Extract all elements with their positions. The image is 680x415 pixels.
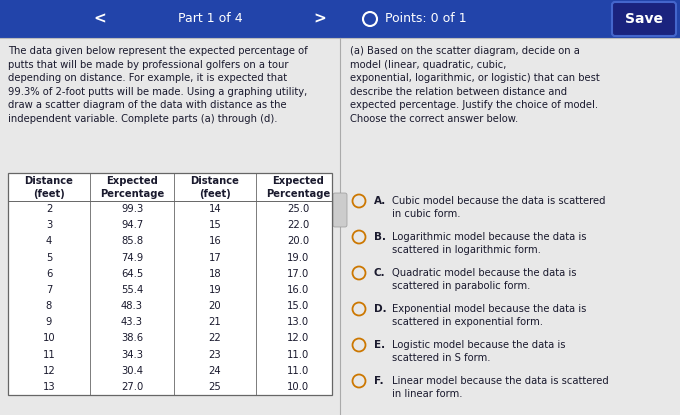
Text: E.: E. (374, 340, 385, 350)
Text: 48.3: 48.3 (121, 301, 143, 311)
Text: 43.3: 43.3 (121, 317, 143, 327)
Text: 99.3: 99.3 (121, 204, 143, 214)
Text: 15.0: 15.0 (287, 301, 309, 311)
Text: Percentage: Percentage (100, 189, 164, 199)
Text: >: > (313, 12, 326, 27)
Text: 17: 17 (209, 253, 222, 263)
Text: Logistic model because the data is
scattered in S form.: Logistic model because the data is scatt… (392, 340, 566, 363)
Text: 64.5: 64.5 (121, 269, 143, 279)
Text: 2: 2 (46, 204, 52, 214)
Text: 25: 25 (209, 382, 222, 392)
Text: 9: 9 (46, 317, 52, 327)
Text: Linear model because the data is scattered
in linear form.: Linear model because the data is scatter… (392, 376, 609, 399)
Text: 10: 10 (43, 333, 55, 344)
Text: 16.0: 16.0 (287, 285, 309, 295)
Text: 30.4: 30.4 (121, 366, 143, 376)
Text: 25.0: 25.0 (287, 204, 309, 214)
Text: Distance: Distance (190, 176, 239, 186)
Text: (feet): (feet) (199, 189, 231, 199)
Text: <: < (94, 12, 106, 27)
Text: 23: 23 (209, 349, 221, 359)
FancyBboxPatch shape (612, 2, 676, 36)
Text: Percentage: Percentage (266, 189, 330, 199)
Text: 18: 18 (209, 269, 221, 279)
Text: 6: 6 (46, 269, 52, 279)
FancyBboxPatch shape (333, 193, 347, 227)
Text: 34.3: 34.3 (121, 349, 143, 359)
Text: (a) Based on the scatter diagram, decide on a
model (linear, quadratic, cubic,
e: (a) Based on the scatter diagram, decide… (350, 46, 600, 124)
Text: Expected: Expected (272, 176, 324, 186)
Text: 94.7: 94.7 (121, 220, 143, 230)
Text: 11.0: 11.0 (287, 366, 309, 376)
Bar (8, 173, 332, 395)
Text: F.: F. (374, 376, 384, 386)
Text: B.: B. (374, 232, 386, 242)
Text: D.: D. (374, 304, 387, 314)
Text: Save: Save (625, 12, 663, 26)
Text: 17.0: 17.0 (287, 269, 309, 279)
Text: 20: 20 (209, 301, 221, 311)
Text: 16: 16 (209, 237, 222, 247)
Text: 11: 11 (43, 349, 55, 359)
Text: Logarithmic model because the data is
scattered in logarithmic form.: Logarithmic model because the data is sc… (392, 232, 586, 255)
Text: 20.0: 20.0 (287, 237, 309, 247)
Text: The data given below represent the expected percentage of
putts that will be mad: The data given below represent the expec… (8, 46, 308, 124)
Text: 12: 12 (43, 366, 55, 376)
Text: 19: 19 (209, 285, 222, 295)
Text: 10.0: 10.0 (287, 382, 309, 392)
Text: 19.0: 19.0 (287, 253, 309, 263)
Text: 4: 4 (46, 237, 52, 247)
Text: Expected: Expected (106, 176, 158, 186)
Text: Quadratic model because the data is
scattered in parabolic form.: Quadratic model because the data is scat… (392, 268, 577, 291)
Text: Part 1 of 4: Part 1 of 4 (177, 12, 242, 25)
Text: Exponential model because the data is
scattered in exponential form.: Exponential model because the data is sc… (392, 304, 586, 327)
Text: 8: 8 (46, 301, 52, 311)
Text: Distance: Distance (24, 176, 73, 186)
Text: 74.9: 74.9 (121, 253, 143, 263)
Bar (0, 0, 680, 38)
Text: 12.0: 12.0 (287, 333, 309, 344)
Text: 27.0: 27.0 (121, 382, 143, 392)
Text: 55.4: 55.4 (121, 285, 143, 295)
Text: 15: 15 (209, 220, 222, 230)
Text: 5: 5 (46, 253, 52, 263)
Text: 11.0: 11.0 (287, 349, 309, 359)
Text: 85.8: 85.8 (121, 237, 143, 247)
Text: 38.6: 38.6 (121, 333, 143, 344)
Text: Cubic model because the data is scattered
in cubic form.: Cubic model because the data is scattere… (392, 196, 605, 219)
Text: (feet): (feet) (33, 189, 65, 199)
Text: Points: 0 of 1: Points: 0 of 1 (385, 12, 466, 25)
Text: 13.0: 13.0 (287, 317, 309, 327)
Text: 7: 7 (46, 285, 52, 295)
Text: 13: 13 (43, 382, 55, 392)
Text: 24: 24 (209, 366, 221, 376)
Text: C.: C. (374, 268, 386, 278)
Text: 3: 3 (46, 220, 52, 230)
Text: 22: 22 (209, 333, 222, 344)
Text: A.: A. (374, 196, 386, 206)
Text: 14: 14 (209, 204, 221, 214)
Text: 21: 21 (209, 317, 222, 327)
Text: 22.0: 22.0 (287, 220, 309, 230)
